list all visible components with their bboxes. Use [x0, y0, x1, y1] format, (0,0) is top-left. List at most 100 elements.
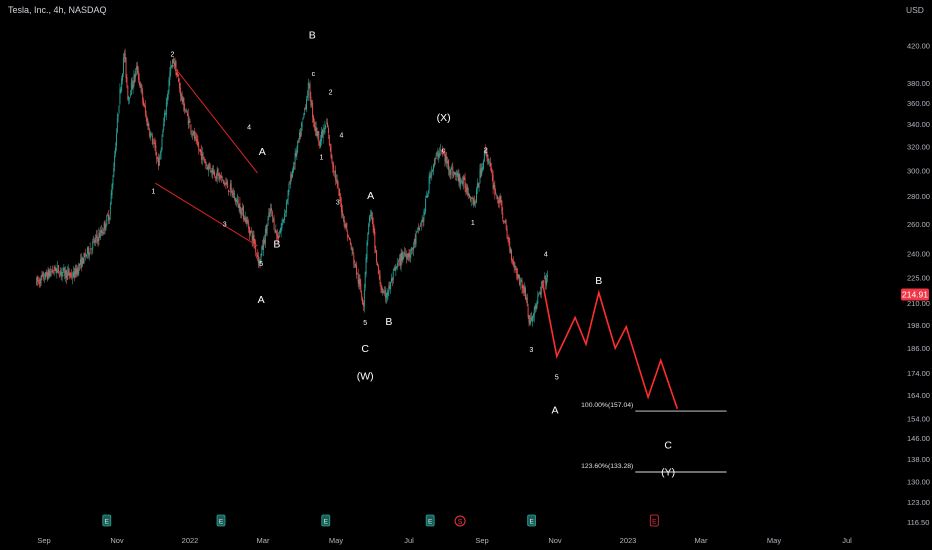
earnings-event-marker[interactable]: E: [527, 514, 537, 527]
candle-body: [431, 168, 433, 176]
candle-body: [122, 73, 123, 81]
candle-body: [248, 223, 250, 229]
candle-body: [463, 176, 465, 180]
candle-body: [338, 188, 340, 196]
candle-body: [443, 154, 445, 156]
candle-body: [249, 226, 251, 235]
candle-body: [100, 230, 102, 236]
candle-body: [72, 277, 74, 279]
candle-body: [473, 200, 475, 207]
candle-body: [380, 285, 382, 290]
split-event-marker[interactable]: S: [454, 515, 466, 527]
candle-body: [260, 253, 262, 262]
time-tick-label: Nov: [548, 536, 562, 545]
candle-body: [95, 235, 97, 238]
candle-body: [363, 289, 365, 307]
candle-body: [51, 271, 53, 273]
candle-body: [340, 196, 342, 203]
candle-body: [290, 174, 292, 185]
candle-body: [526, 297, 528, 306]
candle-body: [494, 185, 496, 194]
candle-body: [190, 124, 192, 132]
wave-label: (W): [357, 370, 374, 382]
candle-body: [433, 159, 435, 166]
candle-body: [521, 280, 523, 289]
candle-body: [113, 167, 115, 178]
candle-body: [147, 123, 149, 127]
candle-body: [497, 199, 499, 203]
candle-body: [253, 234, 255, 244]
earnings-event-marker[interactable]: E: [649, 514, 659, 527]
candle-body: [470, 200, 472, 202]
candle-body: [512, 259, 514, 264]
candle-body: [478, 183, 480, 188]
candle-body: [66, 271, 68, 280]
candle-body: [430, 175, 432, 177]
candle-body: [539, 293, 540, 294]
candle-body: [379, 275, 381, 285]
wave-label: B: [595, 275, 602, 287]
earnings-event-marker[interactable]: E: [425, 514, 435, 527]
candle-body: [370, 212, 372, 216]
candle-body: [375, 246, 377, 252]
candle-body: [412, 246, 414, 251]
candle-body: [102, 232, 104, 234]
candle-body: [75, 267, 77, 275]
candle-body: [218, 173, 220, 179]
candle-body: [226, 183, 228, 184]
candle-body: [320, 131, 322, 142]
earnings-event-marker[interactable]: E: [321, 514, 331, 527]
candle-body: [58, 265, 60, 274]
earnings-icon-letter: E: [105, 519, 110, 526]
candle-body: [49, 272, 51, 277]
candle-body: [348, 237, 350, 240]
time-axis[interactable]: Sep Nov 2022 Mar May Jul Sep Nov 2023 Mar May Jul: [37, 536, 852, 545]
candle-body: [176, 73, 178, 76]
candle-body: [445, 156, 447, 162]
candle-body: [112, 178, 114, 186]
candle-body: [207, 164, 209, 171]
candle-body: [265, 228, 267, 232]
candle-body: [194, 136, 196, 139]
candle-body: [332, 163, 334, 167]
candle-body: [74, 267, 76, 277]
candle-body: [40, 276, 42, 284]
symbol-title[interactable]: Tesla, Inc., 4h, NASDAQ: [8, 5, 107, 15]
candle-body: [334, 170, 336, 180]
candle-body: [456, 172, 458, 175]
candle-body: [310, 97, 312, 106]
candle-body: [414, 238, 416, 243]
earnings-event-marker[interactable]: E: [102, 514, 112, 527]
wave-label: C: [361, 343, 369, 355]
candle-body: [357, 274, 359, 283]
candle-body: [493, 184, 495, 189]
candle-body: [153, 142, 155, 144]
candle-body: [41, 274, 43, 277]
candle-body: [394, 267, 396, 270]
candle-body: [150, 132, 152, 138]
candle-body: [231, 190, 233, 195]
price-tick-label: 130.00: [907, 477, 930, 486]
wave-label: c: [312, 71, 316, 78]
candle-body: [250, 230, 252, 232]
candle-body: [37, 277, 39, 282]
candle-body: [57, 266, 59, 268]
price-axis[interactable]: 420.00 380.00 360.00 340.00 320.00 300.00 280.…: [907, 42, 930, 527]
price-tick-label: 198.00: [907, 321, 930, 330]
candle-body: [298, 139, 300, 141]
candle-body: [125, 57, 127, 78]
last-price-badge-bg: [901, 288, 929, 301]
candle-body: [264, 239, 265, 244]
candle-body: [166, 97, 168, 104]
candle-body: [483, 161, 484, 169]
candle-body: [281, 223, 283, 228]
candle-body: [285, 211, 286, 213]
earnings-event-marker[interactable]: E: [216, 514, 226, 527]
candle-body: [352, 248, 354, 254]
candle-body: [289, 183, 291, 185]
candle-body: [341, 203, 342, 213]
candle-body: [359, 278, 361, 286]
